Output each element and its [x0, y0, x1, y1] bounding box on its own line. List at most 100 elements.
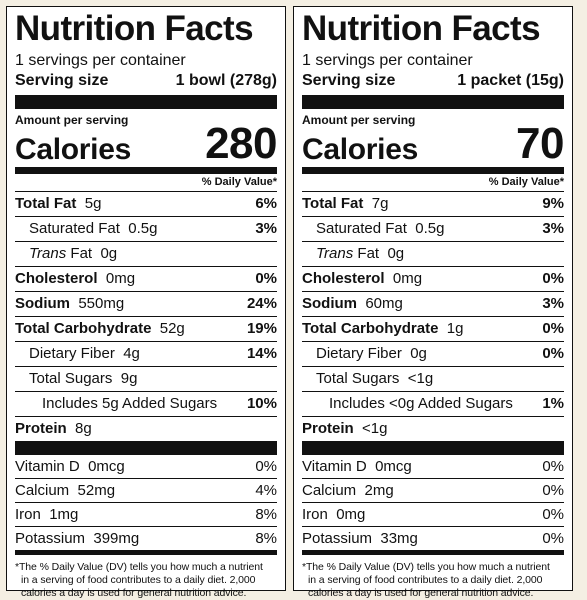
vitamin-row: Iron 0mg 0%	[302, 503, 564, 527]
total-sugars-row: Total Sugars 9g	[15, 367, 277, 392]
nutrient-label: Total Sugars	[316, 370, 400, 387]
dietary-fiber-row: Dietary Fiber 4g 14%	[15, 342, 277, 367]
total-carbohydrate-row: Total Carbohydrate 52g 19%	[15, 317, 277, 342]
vitamin-dv: 0%	[542, 482, 564, 499]
nutrient-label-italic: Trans	[316, 245, 354, 262]
nutrient-amount: <1g	[362, 420, 388, 437]
serving-size-label: Serving size	[302, 72, 396, 89]
daily-value-footnote: *The % Daily Value (DV) tells you how mu…	[302, 561, 564, 600]
nutrient-dv: 9%	[542, 195, 564, 212]
nutrient-amount: 550mg	[78, 295, 125, 312]
panel-title: Nutrition Facts	[302, 9, 541, 48]
vitamin-label: Iron	[302, 506, 328, 523]
footnote-line: calories a day is used for general nutri…	[308, 587, 534, 599]
nutrient-amount: 4g	[123, 345, 140, 362]
nutrient-label: Sodium	[302, 295, 357, 312]
nutrient-label: Includes 5g Added Sugars	[42, 395, 218, 412]
nutrient-amount: 0.5g	[128, 220, 158, 237]
calories-value: 70	[516, 119, 564, 168]
calories-label: Calories	[302, 133, 418, 166]
nutrient-dv: 6%	[255, 195, 277, 212]
nutrient-dv: 1%	[542, 395, 564, 412]
vitamin-dv: 0%	[542, 530, 564, 547]
nutrient-label: Total Carbohydrate	[302, 320, 439, 337]
nutrient-dv: 0%	[255, 270, 277, 287]
vitamin-amount: 2mg	[364, 482, 394, 499]
nutrient-dv: 3%	[542, 295, 564, 312]
daily-value-header: % Daily Value*	[302, 174, 564, 192]
nutrient-dv: 3%	[542, 220, 564, 237]
nutrient-label: Total Sugars	[29, 370, 113, 387]
nutrient-amount: 8g	[75, 420, 92, 437]
vitamin-amount: 52mg	[77, 482, 116, 499]
vitamin-row: Potassium 399mg 8%	[15, 527, 277, 555]
vitamin-label: Vitamin D	[302, 458, 367, 475]
cholesterol-row: Cholesterol 0mg 0%	[15, 267, 277, 292]
nutrient-amount: 60mg	[365, 295, 403, 312]
nutrient-label: Sodium	[15, 295, 70, 312]
calories-row: Calories 280	[15, 121, 277, 174]
serving-size-value: 1 packet (15g)	[457, 72, 564, 89]
serving-size-label: Serving size	[15, 72, 109, 89]
nutrient-label: Dietary Fiber	[316, 345, 402, 362]
nutrient-label: Protein	[15, 420, 67, 437]
footnote-line: in a serving of food contributes to a da…	[21, 574, 256, 586]
cholesterol-row: Cholesterol 0mg 0%	[302, 267, 564, 292]
footnote-line: *The % Daily Value (DV) tells you how mu…	[15, 561, 263, 573]
nutrient-amount: 1g	[446, 320, 464, 337]
vitamin-dv: 8%	[255, 506, 277, 523]
calories-row: Calories 70	[302, 121, 564, 174]
total-carbohydrate-row: Total Carbohydrate 1g 0%	[302, 317, 564, 342]
nutrition-facts-panel-2: Nutrition Facts 1 servings per container…	[293, 6, 573, 599]
nutrient-dv: 3%	[255, 220, 277, 237]
vitamin-label: Calcium	[302, 482, 357, 499]
vitamin-row: Calcium 52mg 4%	[15, 479, 277, 503]
nutrient-label: Total Carbohydrate	[15, 320, 152, 337]
total-fat-row: Total Fat 7g 9%	[302, 192, 564, 217]
amount-per-serving: Amount per serving	[302, 113, 416, 127]
vitamin-row: Vitamin D 0mcg 0%	[15, 455, 277, 479]
trans-fat-row: Trans Fat 0g	[302, 242, 564, 267]
vitamin-amount: 0mcg	[375, 458, 412, 475]
daily-value-footnote: *The % Daily Value (DV) tells you how mu…	[15, 561, 277, 600]
daily-value-header: % Daily Value*	[15, 174, 277, 192]
vitamin-dv: 0%	[255, 458, 277, 475]
nutrient-amount: 0g	[100, 245, 118, 262]
nutrient-amount: 0g	[387, 245, 405, 262]
serving-size-row: Serving size 1 packet (15g)	[302, 71, 564, 109]
vitamin-amount: 1mg	[49, 506, 79, 523]
vitamin-dv: 4%	[255, 482, 277, 499]
protein-row: Protein 8g	[15, 417, 277, 455]
nutrient-label: Protein	[302, 420, 354, 437]
nutrient-dv: 14%	[246, 345, 277, 362]
panel-title: Nutrition Facts	[15, 9, 254, 48]
nutrient-dv: 0%	[542, 320, 564, 337]
vitamin-label: Vitamin D	[15, 458, 80, 475]
nutrient-dv: 0%	[542, 345, 564, 362]
nutrient-dv: 19%	[246, 320, 277, 337]
nutrient-dv: 24%	[246, 295, 277, 312]
nutrient-label: Total Fat	[15, 195, 77, 212]
vitamin-amount: 399mg	[93, 530, 140, 547]
saturated-fat-row: Saturated Fat 0.5g 3%	[15, 217, 277, 242]
nutrient-dv: 0%	[542, 270, 564, 287]
vitamin-amount: 0mg	[336, 506, 366, 523]
total-sugars-row: Total Sugars <1g	[302, 367, 564, 392]
servings-per-container: 1 servings per container	[302, 52, 473, 69]
nutrient-label: Saturated Fat	[29, 220, 120, 237]
vitamin-row: Iron 1mg 8%	[15, 503, 277, 527]
nutrition-facts-panel-1: Nutrition Facts 1 servings per container…	[6, 6, 286, 599]
nutrient-label: Cholesterol	[15, 270, 98, 287]
nutrient-label: Includes <0g Added Sugars	[329, 395, 513, 412]
vitamin-amount: 33mg	[380, 530, 418, 547]
vitamin-dv: 8%	[255, 530, 277, 547]
vitamin-dv: 0%	[542, 458, 564, 475]
footnote-line: in a serving of food contributes to a da…	[308, 574, 543, 586]
vitamin-row: Potassium 33mg 0%	[302, 527, 564, 555]
added-sugars-row: Includes 5g Added Sugars 10%	[15, 392, 277, 417]
serving-size-value: 1 bowl (278g)	[175, 72, 277, 89]
nutrient-amount: 9g	[120, 370, 138, 387]
trans-fat-row: Trans Fat 0g	[15, 242, 277, 267]
nutrient-label: Cholesterol	[302, 270, 385, 287]
